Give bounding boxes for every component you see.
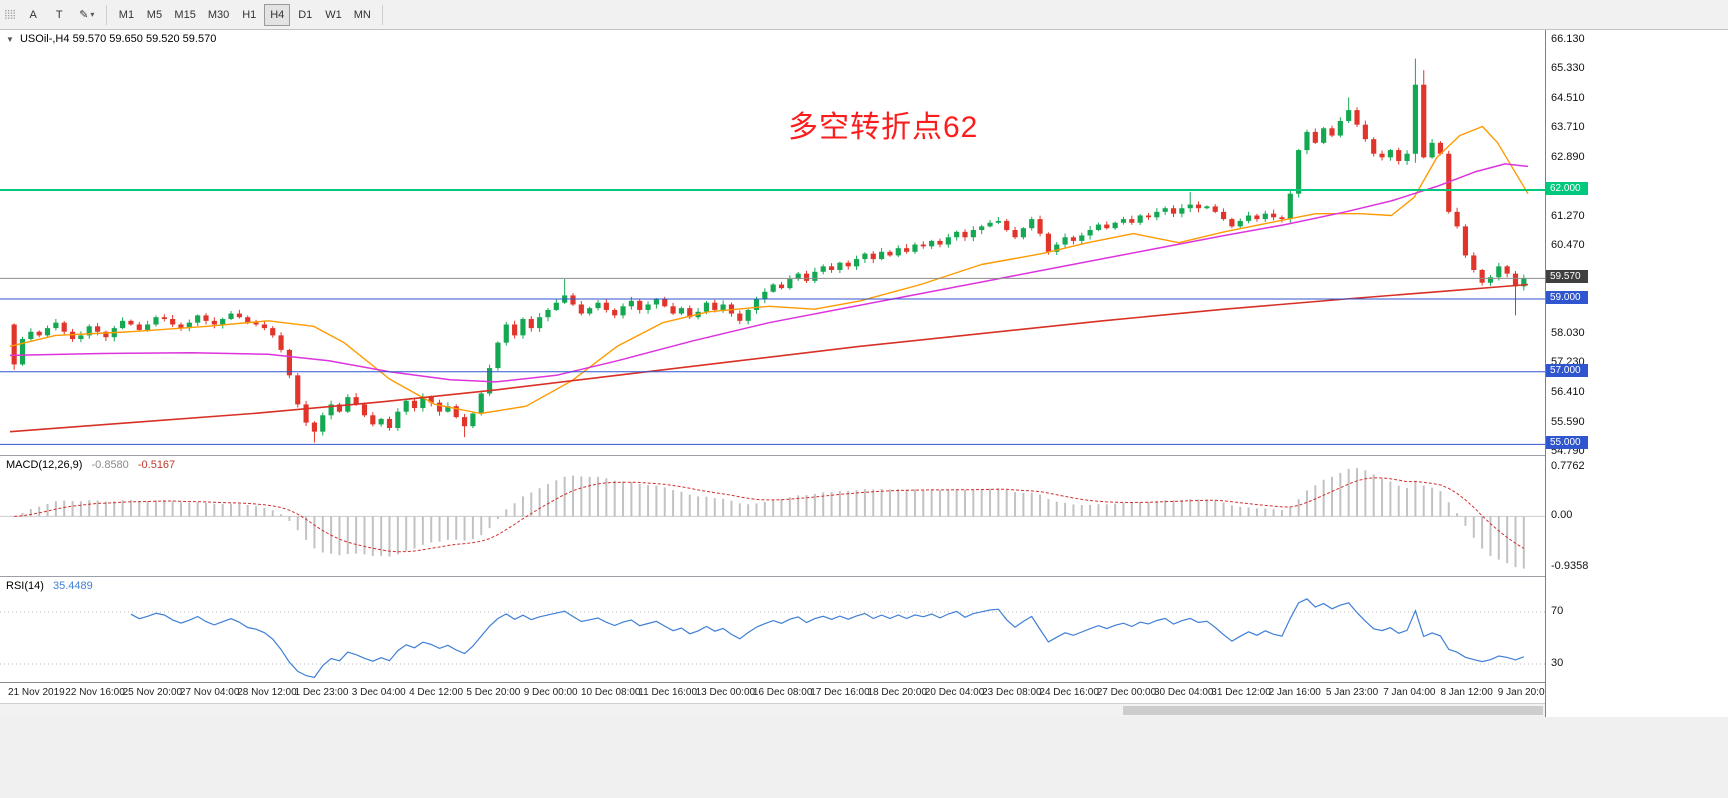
symbol-name: USOil-,H4	[19, 33, 70, 45]
type-tool-button[interactable]: T	[47, 4, 71, 26]
symbol-ohlc: 59.570 59.650 59.520 59.570	[72, 33, 217, 45]
price-level-badge: 62.000	[1546, 182, 1588, 196]
time-axis-label: 13 Dec 00:00	[695, 687, 756, 698]
rsi-value: 35.4489	[52, 580, 93, 592]
pencil-icon: ✎	[79, 9, 89, 21]
window-bottom-filler	[0, 717, 1545, 798]
price-chart-canvas[interactable]	[0, 30, 1545, 455]
timeframe-button-M5[interactable]: M5	[141, 4, 167, 26]
price-axis-tick: 63.710	[1551, 120, 1585, 133]
time-axis-label: 5 Jan 23:00	[1325, 687, 1379, 698]
chart-annotation: 多空转折点62	[788, 111, 979, 144]
time-axis-label: 22 Nov 16:00	[65, 687, 125, 698]
rsi-panel: RSI(14) 35.4489	[0, 577, 1545, 682]
chart-window: ▼ USOil-,H4 59.570 59.650 59.520 59.570 …	[0, 30, 1550, 798]
price-axis-tick: 61.270	[1551, 209, 1585, 222]
time-axis-label: 9 Dec 00:00	[523, 687, 578, 698]
price-axis-tick: 58.030	[1551, 327, 1585, 340]
timeframe-button-H1[interactable]: H1	[236, 4, 262, 26]
price-level-badge: 57.000	[1546, 363, 1588, 377]
timeframe-button-M15[interactable]: M15	[169, 4, 200, 26]
timeframe-button-MN[interactable]: MN	[349, 4, 376, 26]
time-axis-label: 11 Dec 16:00	[638, 687, 698, 698]
price-axis-tick: 62.890	[1551, 150, 1585, 163]
macd-axis-tick: -0.9358	[1551, 560, 1589, 572]
timeframe-button-M30[interactable]: M30	[203, 4, 234, 26]
rsi-name: RSI(14)	[6, 580, 44, 592]
time-axis-label: 30 Dec 04:00	[1154, 687, 1214, 698]
macd-axis-tick: 0.00	[1551, 509, 1573, 522]
price-level-badge: 55.000	[1546, 436, 1588, 450]
timeframe-button-D1[interactable]: D1	[292, 4, 318, 26]
toolbar-separator	[381, 4, 383, 25]
time-axis-label: 20 Dec 04:00	[924, 687, 985, 698]
time-axis-label: 27 Dec 00:00	[1096, 687, 1157, 698]
time-axis: 21 Nov 2019 22 Nov 16:00 25 Nov 20:00 27 No…	[0, 682, 1550, 703]
time-axis-label: 8 Jan 12:00	[1440, 687, 1493, 698]
time-axis-label: 9 Jan 20:00	[1497, 687, 1551, 698]
toolbar-separator	[106, 4, 108, 25]
toolbar-drag-handle[interactable]: ⣿⣿	[4, 9, 16, 19]
price-axis-tick: 66.130	[1551, 33, 1585, 45]
text-tool-button[interactable]: A	[21, 4, 45, 26]
price-axis-tick: 65.330	[1551, 62, 1585, 75]
price-axis-tick: 60.470	[1551, 238, 1585, 251]
rsi-label: RSI(14) 35.4489	[6, 580, 93, 592]
rsi-axis-tick: 30	[1551, 657, 1564, 669]
horizontal-scrollbar-handle[interactable]	[1123, 706, 1543, 715]
price-axis[interactable]: 66.130 65.330 64.510 63.710 62.890 61.270 60.4…	[1545, 30, 1728, 717]
horizontal-scrollbar-track[interactable]	[0, 703, 1545, 717]
time-axis-label: 1 Dec 23:00	[294, 687, 349, 698]
time-axis-label: 7 Jan 04:00	[1383, 687, 1436, 698]
price-axis-tick: 55.590	[1551, 415, 1585, 428]
time-axis-label: 5 Dec 20:00	[466, 687, 521, 698]
time-axis-label: 25 Nov 20:00	[122, 687, 183, 698]
panel-divider[interactable]	[0, 576, 1545, 577]
time-axis-label: 31 Dec 12:00	[1211, 687, 1271, 698]
time-axis-label: 18 Dec 20:00	[867, 687, 928, 698]
time-axis-label: 3 Dec 04:00	[351, 687, 406, 698]
macd-label: MACD(12,26,9) -0.8580 -0.5167	[6, 459, 175, 471]
timeframe-button-M1[interactable]: M1	[113, 4, 139, 26]
macd-chart-canvas[interactable]	[0, 456, 1545, 576]
macd-panel: MACD(12,26,9) -0.8580 -0.5167	[0, 456, 1545, 576]
rsi-chart-canvas[interactable]	[0, 577, 1545, 682]
panel-divider[interactable]	[0, 455, 1545, 456]
time-axis-label: 16 Dec 08:00	[752, 687, 813, 698]
time-axis-label: 4 Dec 12:00	[409, 687, 464, 698]
timeframe-button-W1[interactable]: W1	[320, 4, 347, 26]
time-axis-label: 28 Nov 12:00	[237, 687, 297, 698]
time-axis-label: 17 Dec 16:00	[810, 687, 870, 698]
draw-tool-button[interactable]: ✎ ▾	[73, 4, 100, 26]
time-axis-label: 24 Dec 16:00	[1039, 687, 1099, 698]
time-axis-label: 21 Nov 2019	[8, 687, 65, 698]
price-axis-tick: 56.410	[1551, 386, 1585, 399]
symbol-header: ▼ USOil-,H4 59.570 59.650 59.520 59.570	[6, 33, 216, 45]
chevron-down-icon: ▾	[90, 10, 95, 19]
toolbar: ⣿⣿ A T ✎ ▾ M1 M5 M15 M30 H1 H4 D1 W1 MN	[0, 0, 1728, 30]
time-axis-label: 2 Jan 16:00	[1268, 687, 1321, 698]
timeframe-button-H4[interactable]: H4	[264, 3, 291, 26]
macd-value-main: -0.8580	[91, 459, 129, 471]
timeframe-toolbar: M1 M5 M15 M30 H1 H4 D1 W1 MN	[113, 3, 376, 26]
time-axis-label: 23 Dec 08:00	[982, 687, 1042, 698]
rsi-axis-tick: 70	[1551, 605, 1564, 617]
price-level-badge: 59.000	[1546, 291, 1588, 305]
price-axis-tick: 64.510	[1551, 91, 1585, 104]
time-axis-label: 27 Nov 04:00	[179, 687, 240, 698]
macd-value-signal: -0.5167	[137, 459, 176, 471]
symbol-dropdown-icon[interactable]: ▼	[6, 35, 14, 44]
time-axis-label: 10 Dec 08:00	[581, 687, 641, 698]
macd-name: MACD(12,26,9)	[6, 459, 83, 471]
macd-axis-tick: 0.7762	[1551, 460, 1585, 472]
price-panel: ▼ USOil-,H4 59.570 59.650 59.520 59.570 …	[0, 30, 1545, 455]
current-price-badge: 59.570	[1546, 270, 1588, 284]
